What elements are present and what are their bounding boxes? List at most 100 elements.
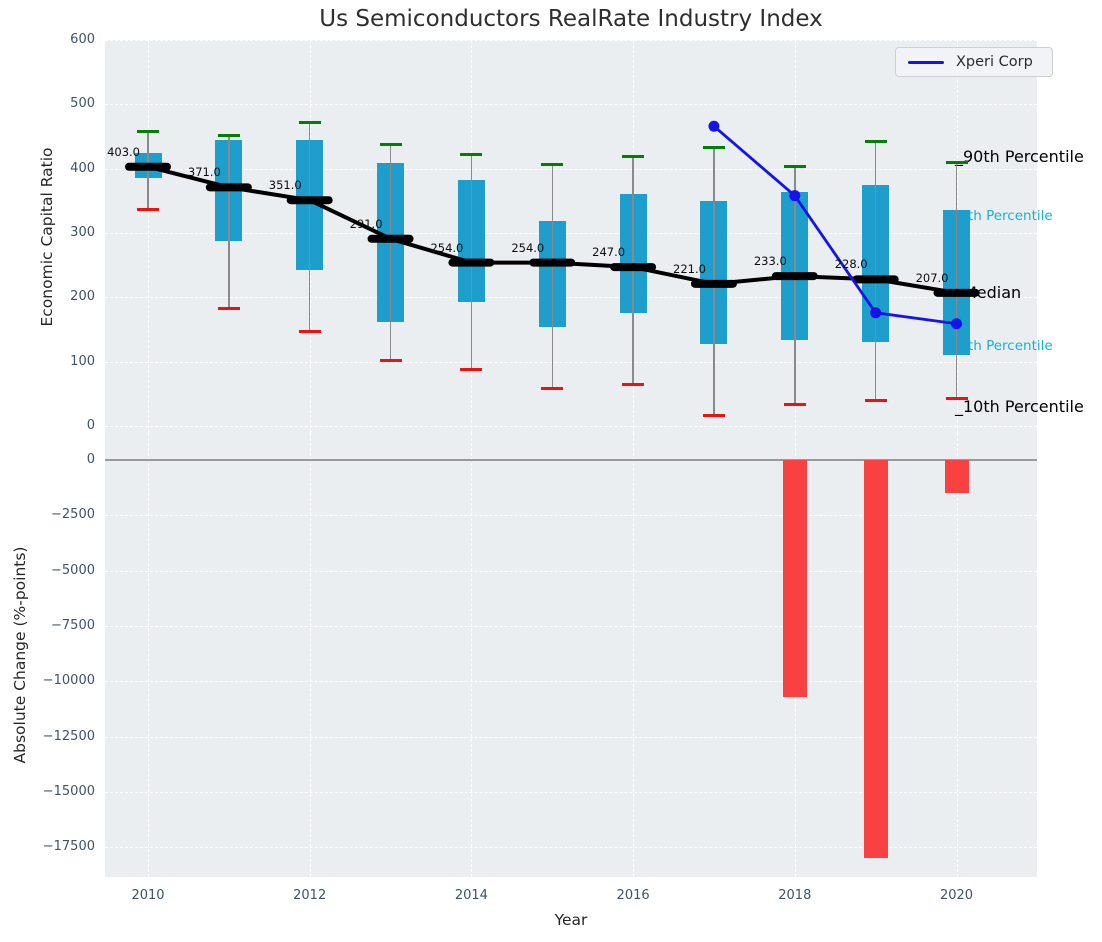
xtick-2020: 2020 <box>939 888 974 903</box>
whisker-2020 <box>955 162 958 399</box>
p10-cap-2010 <box>137 208 159 212</box>
whisker-2012 <box>308 122 311 332</box>
gridline <box>956 433 958 877</box>
gridline <box>105 625 1037 627</box>
company-line <box>713 125 957 326</box>
ytick-bottom--5000: −5000 <box>51 562 95 578</box>
median-value-label-2018: 233.0 <box>753 254 787 269</box>
gridline <box>105 425 1037 427</box>
p90-cap-2017 <box>702 145 725 149</box>
company-point-2017 <box>708 120 720 132</box>
chart-title: Us Semiconductors RealRate Industry Inde… <box>319 6 823 32</box>
p90-cap-2019 <box>864 139 887 143</box>
xtick-2016: 2016 <box>616 888 650 903</box>
ytick-top-0: 0 <box>86 417 95 433</box>
xtick-2018: 2018 <box>778 888 812 903</box>
gridline <box>105 232 1037 234</box>
whisker-2010 <box>147 131 149 210</box>
p10-cap-2013 <box>379 358 402 362</box>
whisker-2013 <box>389 144 392 361</box>
whisker-2018 <box>794 166 796 405</box>
economic-capital-ratio-panel: Xperi Corp _90th Percentile _75th Percent… <box>105 40 1084 433</box>
gridline <box>105 104 1037 106</box>
p10-cap-2014 <box>460 367 483 371</box>
median-value-label-2014: 254.0 <box>430 240 464 255</box>
ytick-bottom--7500: −7500 <box>51 617 95 633</box>
ytick-bottom--15000: −15000 <box>42 783 95 799</box>
absolute-change-panel <box>105 433 1037 877</box>
gridline <box>105 847 1037 849</box>
ytick-top-300: 300 <box>70 224 95 240</box>
p10-cap-2019 <box>864 399 887 403</box>
gridline <box>148 40 149 433</box>
legend: Xperi Corp <box>895 47 1053 77</box>
legend-label: Xperi Corp <box>956 54 1033 70</box>
p90-cap-2016 <box>622 154 645 158</box>
gridline <box>105 570 1037 572</box>
xtick-2014: 2014 <box>454 888 488 903</box>
ytick-top-200: 200 <box>70 289 95 305</box>
p90-cap-2010 <box>137 130 159 134</box>
ytick-bottom--10000: −10000 <box>42 673 95 689</box>
median-value-label-2015: 254.0 <box>511 240 545 255</box>
zero-line <box>105 459 1037 461</box>
median-value-label-2017: 221.0 <box>673 261 706 276</box>
p90-cap-2020 <box>945 161 968 165</box>
annotation-75th-percentile: _75th Percentile <box>944 207 1053 224</box>
change-bar-2018 <box>782 460 807 697</box>
ytick-bottom-0: 0 <box>86 452 95 467</box>
change-bar-2019 <box>863 460 888 859</box>
ytick-bottom--2500: −2500 <box>51 507 95 523</box>
ytick-top-100: 100 <box>70 353 95 369</box>
company-point-2020 <box>951 318 962 330</box>
gridline <box>105 681 1037 683</box>
legend-line-sample <box>908 60 944 64</box>
median-value-label-2013: 291.0 <box>349 216 383 231</box>
company-point-2018 <box>789 190 801 202</box>
annotation-10th-percentile: _10th Percentile <box>955 396 1084 416</box>
p10-cap-2015 <box>541 386 564 390</box>
ytick-bottom--12500: −12500 <box>42 728 95 744</box>
p90-cap-2015 <box>541 162 564 166</box>
median-value-label-2010: 403.0 <box>107 144 140 159</box>
annotation-90th-percentile: _90th Percentile <box>955 147 1084 167</box>
gridline <box>148 433 149 877</box>
y-axis-label-bottom: Absolute Change (%-points) <box>11 546 29 764</box>
gridline <box>105 361 1037 363</box>
ytick-bottom--17500: −17500 <box>42 839 95 855</box>
gridline <box>105 168 1037 170</box>
gridline <box>105 736 1037 738</box>
p90-cap-2013 <box>379 142 402 146</box>
lines-overlay <box>125 120 980 330</box>
x-axis-label: Year <box>554 911 588 929</box>
p90-cap-2018 <box>783 164 806 168</box>
gridline <box>105 297 1037 299</box>
p90-cap-2011 <box>217 133 240 137</box>
annotation-25th-percentile: _25th Percentile <box>944 338 1053 355</box>
ytick-top-400: 400 <box>70 160 95 176</box>
median-value-label-2011: 371.0 <box>187 165 221 180</box>
median-value-label-2020: 207.0 <box>915 270 949 285</box>
p10-cap-2020 <box>945 397 968 401</box>
ytick-top-600: 600 <box>70 32 95 47</box>
company-point-2019 <box>870 307 882 319</box>
ytick-top-500: 500 <box>70 96 95 112</box>
gridline <box>471 433 473 877</box>
change-bar-2020 <box>944 460 969 494</box>
median-value-label-2019: 228.0 <box>834 257 868 272</box>
p10-cap-2011 <box>217 307 240 311</box>
median-value-label-2016: 247.0 <box>592 245 626 260</box>
gridline <box>633 433 635 877</box>
gridline <box>105 791 1037 793</box>
gridline <box>309 433 311 877</box>
xtick-2012: 2012 <box>293 888 327 903</box>
p90-cap-2012 <box>298 121 321 125</box>
xtick-2010: 2010 <box>131 888 165 903</box>
p90-cap-2014 <box>460 153 483 156</box>
median-value-label-2012: 351.0 <box>268 178 302 193</box>
p10-cap-2012 <box>298 329 321 333</box>
gridline <box>105 515 1037 517</box>
whisker-2011 <box>228 135 230 309</box>
gridline <box>105 40 1037 41</box>
